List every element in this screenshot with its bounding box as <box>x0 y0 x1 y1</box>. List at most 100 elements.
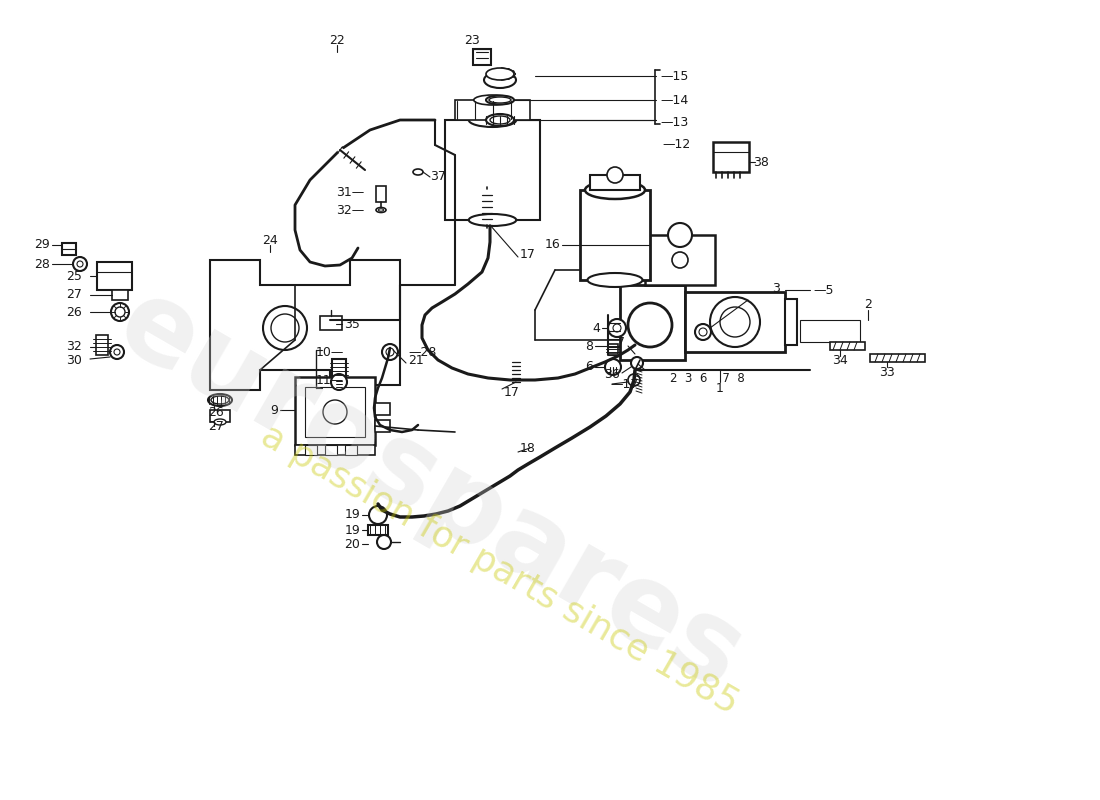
Circle shape <box>672 252 688 268</box>
Bar <box>848 322 854 340</box>
Text: 30: 30 <box>66 354 82 366</box>
Text: —28: —28 <box>408 346 437 358</box>
Bar <box>62 243 76 255</box>
Text: 38: 38 <box>754 155 769 169</box>
Bar <box>376 186 386 202</box>
Text: 9: 9 <box>271 403 278 417</box>
Text: 29: 29 <box>34 238 50 250</box>
Circle shape <box>111 303 129 321</box>
Text: 19: 19 <box>344 509 360 522</box>
Ellipse shape <box>484 72 516 88</box>
Ellipse shape <box>378 209 384 211</box>
Text: 31—: 31— <box>336 186 364 198</box>
Ellipse shape <box>490 97 512 103</box>
Bar <box>345 445 358 455</box>
Bar <box>112 290 128 300</box>
Circle shape <box>271 314 299 342</box>
Text: 16: 16 <box>544 238 560 251</box>
Circle shape <box>73 257 87 271</box>
Circle shape <box>710 297 760 347</box>
Circle shape <box>263 306 307 350</box>
Text: —14: —14 <box>660 94 689 106</box>
Text: 33: 33 <box>879 366 895 378</box>
Text: 32: 32 <box>66 341 82 354</box>
Circle shape <box>608 319 626 337</box>
Ellipse shape <box>490 116 510 124</box>
Bar <box>305 445 317 455</box>
Text: 8: 8 <box>585 339 593 353</box>
Text: 2  3  6    7  8: 2 3 6 7 8 <box>670 371 745 385</box>
Ellipse shape <box>211 396 229 404</box>
Bar <box>785 299 798 345</box>
Bar <box>375 420 390 432</box>
Text: —5: —5 <box>813 283 834 297</box>
Ellipse shape <box>474 95 512 105</box>
Bar <box>210 410 230 422</box>
Circle shape <box>331 374 346 390</box>
Text: —15: —15 <box>660 70 689 82</box>
Text: 20: 20 <box>344 538 360 550</box>
Ellipse shape <box>486 68 514 80</box>
Circle shape <box>628 374 640 386</box>
Text: 4: 4 <box>592 322 600 334</box>
Text: 7: 7 <box>617 335 625 349</box>
Bar <box>645 235 715 285</box>
Bar <box>446 120 540 220</box>
Ellipse shape <box>208 394 232 406</box>
Bar <box>870 354 925 362</box>
Ellipse shape <box>376 207 386 213</box>
Text: 1: 1 <box>716 382 724 394</box>
Circle shape <box>605 359 621 375</box>
Bar <box>96 335 108 355</box>
Polygon shape <box>210 260 400 390</box>
Text: 27: 27 <box>66 289 82 302</box>
Text: 18: 18 <box>520 442 536 454</box>
Text: —12: —12 <box>662 138 691 151</box>
Circle shape <box>631 357 644 369</box>
Bar <box>608 344 618 354</box>
Text: 25: 25 <box>66 270 82 282</box>
Bar <box>455 100 530 120</box>
Circle shape <box>607 167 623 183</box>
Bar <box>800 322 806 340</box>
Bar <box>324 445 337 455</box>
Text: —17: —17 <box>610 378 638 391</box>
Circle shape <box>77 261 82 267</box>
Bar <box>580 190 650 280</box>
Ellipse shape <box>486 114 514 126</box>
Text: 11—: 11— <box>316 374 344 386</box>
Circle shape <box>116 307 125 317</box>
Text: 17: 17 <box>504 386 520 398</box>
Bar <box>840 322 846 340</box>
Text: 26: 26 <box>66 306 82 318</box>
Text: 24: 24 <box>262 234 278 246</box>
Circle shape <box>695 324 711 340</box>
Ellipse shape <box>214 419 225 425</box>
Bar <box>800 320 860 342</box>
Text: 36: 36 <box>604 369 620 382</box>
Circle shape <box>323 400 346 424</box>
Bar <box>305 387 365 437</box>
Bar <box>295 377 375 445</box>
Text: 34: 34 <box>832 354 848 366</box>
Bar <box>713 142 749 172</box>
Bar <box>97 262 132 290</box>
Ellipse shape <box>486 95 514 105</box>
Circle shape <box>368 506 387 524</box>
Circle shape <box>613 324 621 332</box>
Bar <box>830 342 865 350</box>
Bar <box>375 403 390 415</box>
Bar <box>816 322 822 340</box>
Bar <box>332 359 346 377</box>
Text: 6: 6 <box>585 361 593 374</box>
Text: 19: 19 <box>344 523 360 537</box>
Circle shape <box>114 349 120 355</box>
Ellipse shape <box>412 169 424 175</box>
Text: 27: 27 <box>208 421 224 434</box>
Circle shape <box>628 303 672 347</box>
Text: 37: 37 <box>430 170 446 183</box>
Text: 21: 21 <box>408 354 424 366</box>
Circle shape <box>698 328 707 336</box>
Bar <box>808 322 814 340</box>
Text: 32—: 32— <box>336 203 364 217</box>
